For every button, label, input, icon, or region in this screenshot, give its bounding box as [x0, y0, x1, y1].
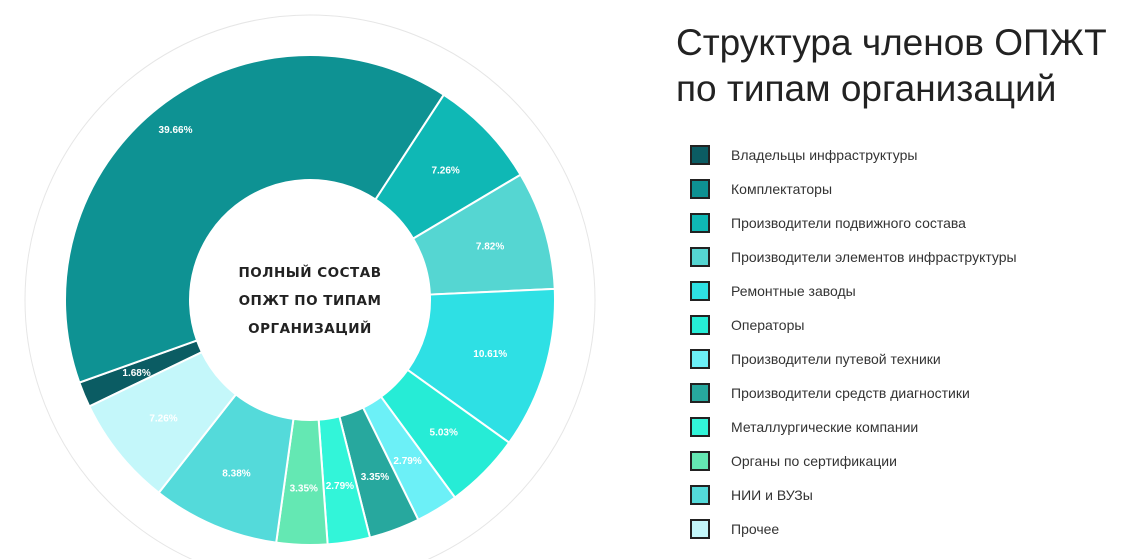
chart-title-line-2: по типам организаций: [676, 68, 1057, 109]
slice-label-3: 7.26%: [431, 165, 459, 176]
chart-title: Структура членов ОПЖТ по типам организац…: [676, 20, 1126, 112]
legend-swatch: [690, 451, 710, 471]
legend-item[interactable]: Производители элементов инфраструктуры: [690, 240, 1017, 274]
legend-swatch: [690, 179, 710, 199]
legend-item[interactable]: Органы по сертификации: [690, 444, 1017, 478]
legend-swatch: [690, 281, 710, 301]
center-label-line-1: ПОЛНЫЙ СОСТАВ: [238, 264, 381, 281]
legend-swatch: [690, 247, 710, 267]
legend-label: Ремонтные заводы: [731, 283, 856, 299]
slice-label-5: 10.61%: [473, 349, 507, 360]
slice-label-12: 7.26%: [149, 413, 177, 424]
legend-item[interactable]: НИИ и ВУЗы: [690, 478, 1017, 512]
legend-label: НИИ и ВУЗы: [731, 487, 813, 503]
center-label-line-3: ОРГАНИЗАЦИЙ: [248, 320, 372, 337]
slice-label-9: 2.79%: [326, 481, 354, 492]
legend-item[interactable]: Производители средств диагностики: [690, 376, 1017, 410]
legend-item[interactable]: Владельцы инфраструктуры: [690, 138, 1017, 172]
chart-title-line-1: Структура членов ОПЖТ: [676, 22, 1107, 63]
legend-swatch: [690, 349, 710, 369]
outer-ring: [24, 14, 596, 559]
legend-item[interactable]: Производители подвижного состава: [690, 206, 1017, 240]
slice-2[interactable]: [64, 54, 446, 384]
legend-label: Владельцы инфраструктуры: [731, 147, 918, 163]
legend-label: Производители элементов инфраструктуры: [731, 249, 1017, 265]
legend-item[interactable]: Производители путевой техники: [690, 342, 1017, 376]
slice-labels: 1.68% 39.66% 7.26% 7.82% 10.61% 5.03% 2.79% 3.3…: [122, 125, 507, 494]
legend-label: Производители путевой техники: [731, 351, 941, 367]
legend-swatch: [690, 213, 710, 233]
slice-label-8: 3.35%: [361, 472, 389, 483]
slice-label-6: 5.03%: [430, 428, 458, 439]
legend-swatch: [690, 519, 710, 539]
slices: [64, 54, 556, 546]
legend-label: Производители подвижного состава: [731, 215, 966, 231]
legend: Владельцы инфраструктуры Комплектаторы Про…: [690, 138, 1017, 546]
legend-label: Органы по сертификации: [731, 453, 897, 469]
legend-label: Производители средств диагностики: [731, 385, 970, 401]
legend-label: Металлургические компании: [731, 419, 919, 435]
slice-label-1: 1.68%: [122, 368, 150, 379]
slice-label-2: 39.66%: [159, 125, 193, 136]
legend-swatch: [690, 145, 710, 165]
slice-12[interactable]: [87, 350, 238, 495]
legend-label: Прочее: [731, 521, 780, 537]
slice-label-4: 7.82%: [476, 242, 504, 253]
legend-item[interactable]: Ремонтные заводы: [690, 274, 1017, 308]
slice-label-10: 3.35%: [290, 483, 318, 494]
legend-label: Операторы: [731, 317, 805, 333]
legend-swatch: [690, 383, 710, 403]
legend-item[interactable]: Прочее: [690, 512, 1017, 546]
legend-item[interactable]: Металлургические компании: [690, 410, 1017, 444]
legend-swatch: [690, 485, 710, 505]
legend-swatch: [690, 417, 710, 437]
legend-swatch: [690, 315, 710, 335]
legend-item[interactable]: Комплектаторы: [690, 172, 1017, 206]
center-label-line-2: ОПЖТ ПО ТИПАМ: [239, 293, 382, 309]
slice-label-11: 8.38%: [222, 469, 250, 480]
legend-item[interactable]: Операторы: [690, 308, 1017, 342]
legend-label: Комплектаторы: [731, 181, 833, 197]
slice-label-7: 2.79%: [393, 456, 421, 467]
